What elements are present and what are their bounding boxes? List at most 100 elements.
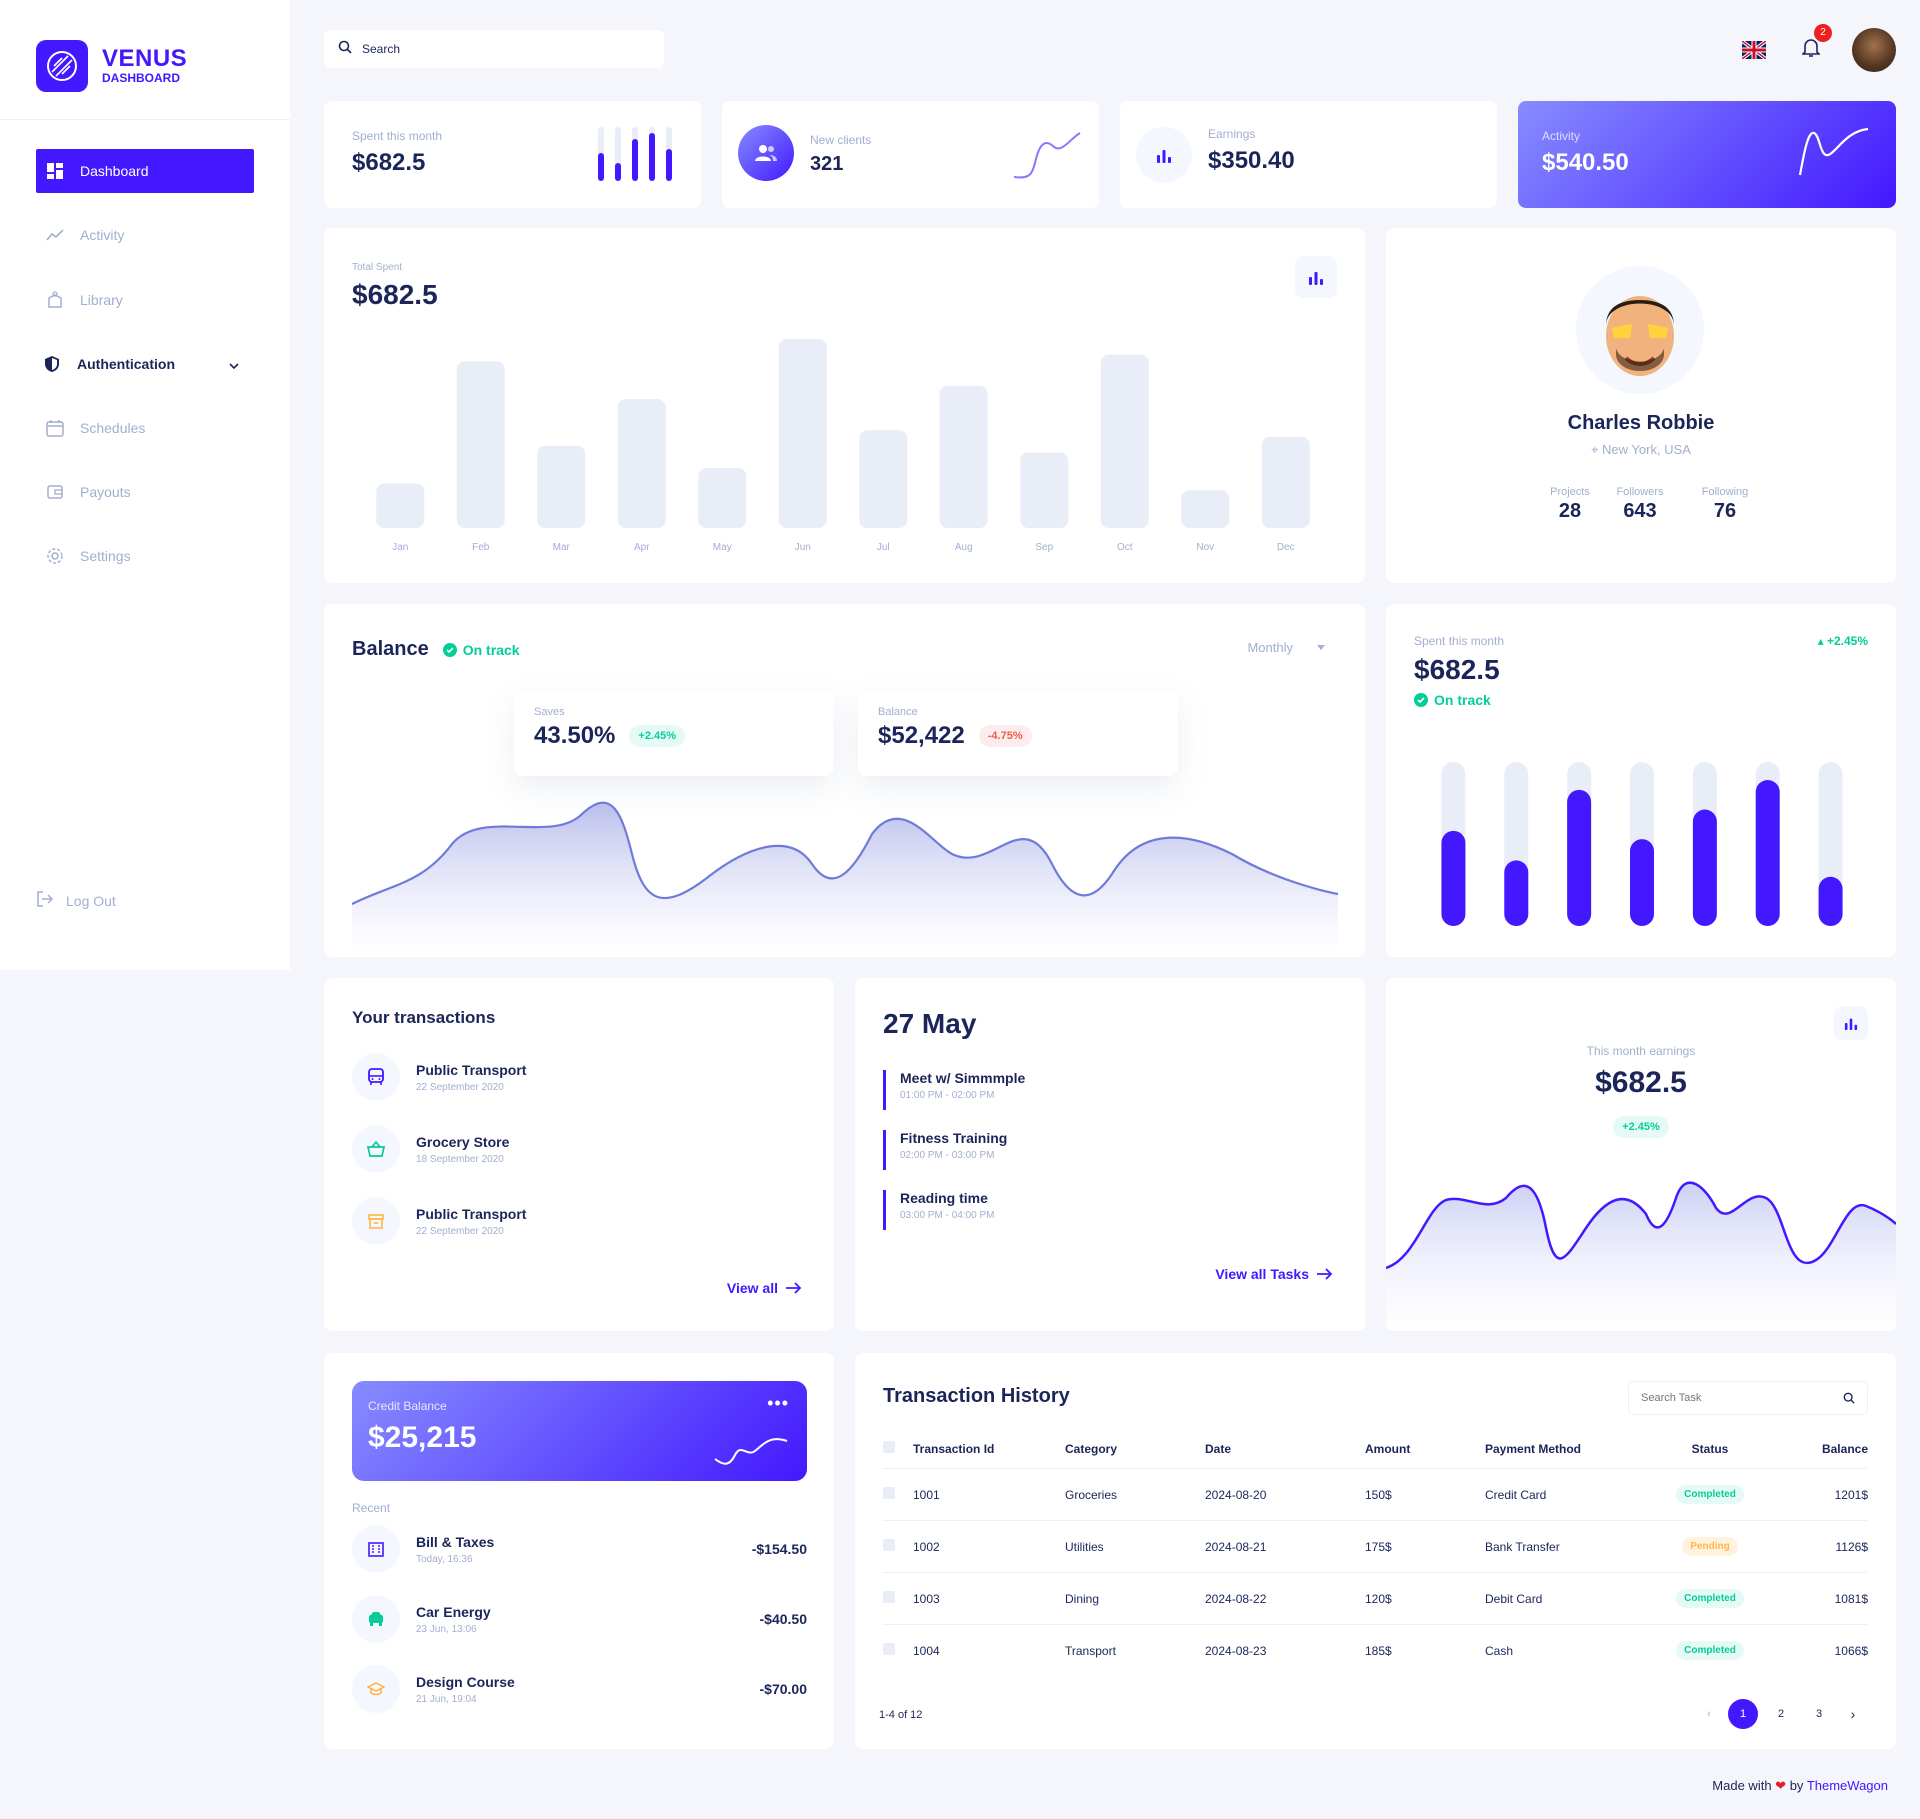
total-spent-bar-chart: Jan Feb Mar Apr May Jun Jul Aug Sep Oct Nov Dec xyxy=(376,339,1310,553)
chevron-left-icon[interactable]: ‹ xyxy=(1707,1708,1711,1720)
column-header[interactable]: Status xyxy=(1691,1441,1729,1456)
table-row[interactable]: 1001 Groceries 2024-08-20 150$ Credit Ca… xyxy=(883,1468,1868,1521)
view-all-link[interactable]: View all xyxy=(727,1280,802,1296)
chart-bar[interactable] xyxy=(778,339,827,528)
footer-brand-link[interactable]: ThemeWagon xyxy=(1806,1778,1888,1793)
chart-options-button[interactable] xyxy=(1834,1006,1868,1040)
task-search[interactable] xyxy=(1628,1381,1868,1415)
chevron-right-icon[interactable]: › xyxy=(1850,1706,1856,1722)
chart-bar[interactable] xyxy=(617,399,666,528)
column-header[interactable]: Amount xyxy=(1365,1441,1411,1456)
x-tick-label: Feb xyxy=(472,542,490,553)
balance-title: Balance xyxy=(352,638,429,660)
chart-bar[interactable] xyxy=(1441,830,1466,926)
row-checkbox[interactable] xyxy=(883,1591,895,1603)
history-title: Transaction History xyxy=(883,1385,1070,1407)
balance: 1201$ xyxy=(1775,1468,1868,1521)
page-button[interactable]: 1 xyxy=(1728,1699,1758,1729)
credit-card: Credit Balance $25,215 ••• xyxy=(352,1381,807,1481)
amount: 120$ xyxy=(1365,1572,1485,1625)
column-header[interactable]: Balance xyxy=(1821,1441,1868,1456)
chart-bar[interactable] xyxy=(698,468,747,528)
logout-button[interactable]: Log Out xyxy=(36,890,116,911)
chart-bar[interactable] xyxy=(1567,789,1592,926)
chart-bar[interactable] xyxy=(859,430,908,528)
page-button[interactable]: 2 xyxy=(1777,1708,1785,1720)
row-checkbox[interactable] xyxy=(883,1539,895,1551)
bell-icon[interactable]: 2 xyxy=(1801,23,1832,63)
transaction-id: 1001 xyxy=(913,1468,1065,1521)
select-all-checkbox[interactable] xyxy=(883,1441,895,1453)
transaction-history-card: Transaction History Transaction Id Categ… xyxy=(855,1353,1896,1749)
schedule-item[interactable]: Meet w/ Simmmple 01:00 PM - 02:00 PM xyxy=(883,1070,1025,1110)
app-name: VENUS xyxy=(102,45,188,72)
chart-bar[interactable] xyxy=(376,483,425,528)
search-input[interactable] xyxy=(362,42,642,56)
chart-options-button[interactable] xyxy=(1295,256,1337,298)
uk-flag-icon[interactable] xyxy=(1740,39,1768,61)
view-all-tasks-link[interactable]: View all Tasks xyxy=(1215,1266,1333,1282)
chart-bar[interactable] xyxy=(1755,780,1780,926)
mini-bar-chart xyxy=(598,127,672,181)
chart-bar[interactable] xyxy=(939,385,988,528)
row-checkbox[interactable] xyxy=(883,1643,895,1655)
row-checkbox[interactable] xyxy=(883,1487,895,1499)
column-header[interactable]: Transaction Id xyxy=(913,1441,995,1456)
chart-bar[interactable] xyxy=(1020,452,1069,528)
earnings-value: $682.5 xyxy=(1595,1066,1687,1099)
balance-card: Balance On track Monthly Saves 43.50% +2… xyxy=(324,604,1365,957)
chart-bar[interactable] xyxy=(456,361,505,528)
x-tick-label: Jul xyxy=(877,542,890,553)
schedule-item[interactable]: Fitness Training 02:00 PM - 03:00 PM xyxy=(883,1130,1007,1170)
list-item[interactable]: Public Transport 22 September 2020 xyxy=(352,1053,526,1101)
column-header[interactable]: Date xyxy=(1205,1441,1232,1456)
sidebar-divider xyxy=(0,119,290,120)
logo[interactable]: VENUS DASHBOARD xyxy=(36,40,187,92)
check-circle-icon xyxy=(442,642,457,657)
search-icon xyxy=(338,40,352,59)
list-item[interactable]: Design Course 21 Jun, 19:04 -$70.00 xyxy=(352,1665,807,1713)
sidebar-item-schedules[interactable]: Schedules xyxy=(36,406,254,450)
task-search-input[interactable] xyxy=(1641,1392,1843,1404)
gear-icon xyxy=(46,547,64,565)
credit-value: $25,215 xyxy=(368,1421,477,1454)
credit-label: Credit Balance xyxy=(368,1399,447,1413)
table-row[interactable]: 1003 Dining 2024-08-22 120$ Debit Card C… xyxy=(883,1572,1868,1625)
sidebar-item-label: Payouts xyxy=(80,484,131,500)
period-select[interactable]: Monthly xyxy=(1247,640,1325,655)
sidebar-item-activity[interactable]: Activity xyxy=(36,213,254,257)
change-badge: +2.45% xyxy=(1613,1116,1669,1138)
chart-bar[interactable] xyxy=(1818,876,1843,926)
pagination: ‹ 1 2 3 › xyxy=(1694,1699,1868,1729)
pagination-range: 1-4 of 12 xyxy=(879,1709,923,1721)
sidebar-item-dashboard[interactable]: Dashboard xyxy=(36,149,254,193)
more-icon[interactable]: ••• xyxy=(767,1393,789,1413)
avatar[interactable] xyxy=(1852,28,1896,72)
sidebar-item-payouts[interactable]: Payouts xyxy=(36,470,254,514)
chart-bar[interactable] xyxy=(1261,436,1310,528)
sidebar-item-authentication[interactable]: Authentication xyxy=(33,342,251,386)
mini-line-chart xyxy=(1013,132,1081,179)
table-row[interactable]: 1002 Utilities 2024-08-21 175$ Bank Tran… xyxy=(883,1520,1868,1573)
list-item[interactable]: Public Transport 22 September 2020 xyxy=(352,1197,526,1245)
list-item[interactable]: Bill & Taxes Today, 16:36 -$154.50 xyxy=(352,1525,807,1573)
table-row[interactable]: 1004 Transport 2024-08-23 185$ Cash Comp… xyxy=(883,1624,1868,1676)
sidebar-item-library[interactable]: Library xyxy=(36,278,254,322)
column-header[interactable]: Payment Method xyxy=(1485,1441,1582,1456)
chart-bar[interactable] xyxy=(1504,860,1529,926)
x-tick-label: Sep xyxy=(1035,542,1053,553)
chart-bar[interactable] xyxy=(1630,839,1654,926)
list-item[interactable]: Car Energy 23 Jun, 13:06 -$40.50 xyxy=(352,1595,807,1643)
sidebar-item-settings[interactable]: Settings xyxy=(36,534,254,578)
chart-bar[interactable] xyxy=(1100,354,1149,528)
search-bar[interactable] xyxy=(324,30,664,68)
schedule-item[interactable]: Reading time 03:00 PM - 04:00 PM xyxy=(883,1190,995,1230)
list-item[interactable]: Grocery Store 18 September 2020 xyxy=(352,1125,509,1173)
column-header[interactable]: Category xyxy=(1065,1441,1118,1456)
chart-bar[interactable] xyxy=(1692,809,1717,926)
location-pin-icon: ⌖ xyxy=(1591,442,1599,457)
page-button[interactable]: 3 xyxy=(1815,1708,1823,1720)
table-header-row: Transaction Id Category Date Amount Paym… xyxy=(883,1441,1868,1469)
chart-bar[interactable] xyxy=(537,445,586,528)
chart-bar[interactable] xyxy=(1181,490,1230,528)
